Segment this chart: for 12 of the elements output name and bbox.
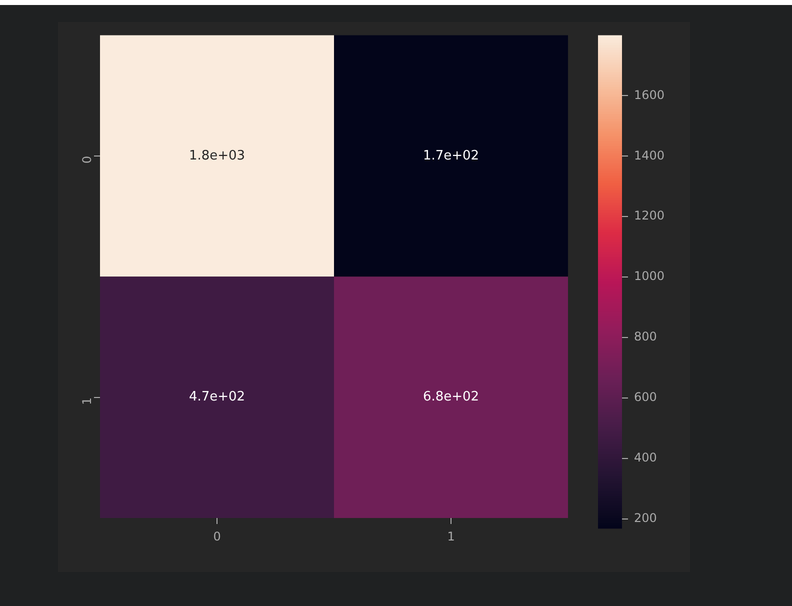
color-bar-label: 1400	[634, 148, 665, 162]
data-label: 4.7e+02	[188, 390, 246, 405]
color-bar-label: 400	[634, 450, 657, 465]
color-bar-label: 800	[634, 330, 657, 344]
data-label: 1.7e+02	[422, 148, 480, 164]
data-label: 1.8e+03	[188, 148, 246, 164]
color-bar-label: 1600	[634, 88, 665, 102]
data-label: 6.8e+02	[422, 390, 480, 405]
color-bar-label: 200	[634, 511, 657, 526]
color-bar-label: 600	[634, 390, 657, 404]
color-bar-label: 1200	[634, 208, 665, 223]
color-bar-label: 1000	[634, 269, 665, 284]
